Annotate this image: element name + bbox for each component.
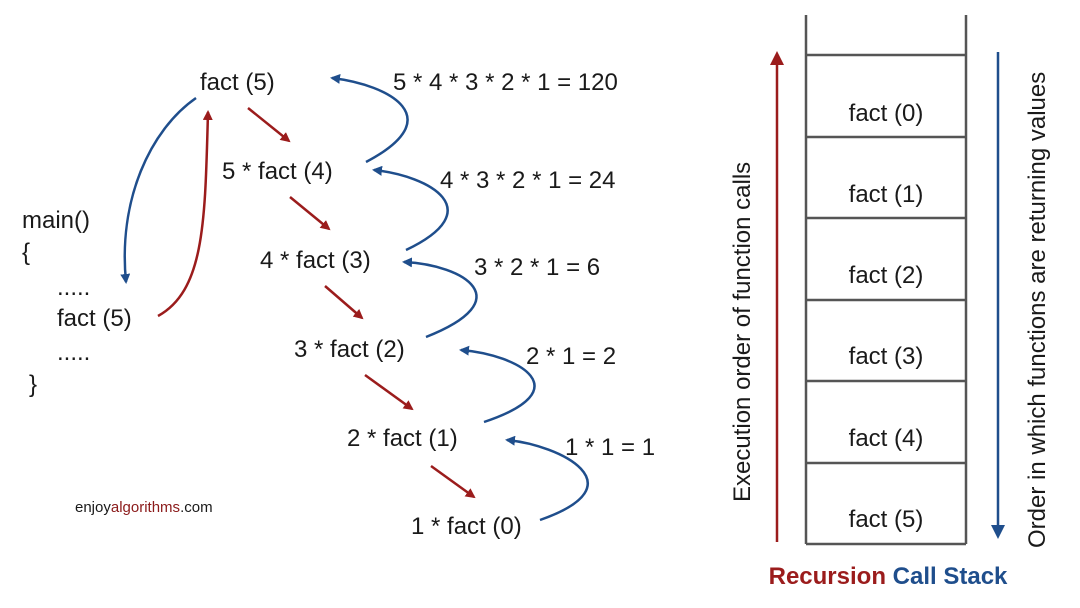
code-fact-call: fact (5) bbox=[57, 305, 132, 332]
return-values: 5 * 4 * 3 * 2 * 1 = 120 4 * 3 * 2 * 1 = … bbox=[393, 69, 655, 461]
return-arrow-1-to-2 bbox=[459, 345, 536, 424]
call-fact-3: 4 * fact (3) bbox=[260, 247, 371, 274]
call-chain: fact (5) 5 * fact (4) 4 * fact (3) 3 * f… bbox=[200, 69, 522, 540]
stack-frame-fact-3: fact (3) bbox=[849, 343, 924, 370]
return-arrow-3-to-4 bbox=[372, 165, 449, 252]
main-code-block: main() { ..... fact (5) ..... } bbox=[22, 207, 132, 398]
call-arrow-1-to-0 bbox=[430, 464, 476, 499]
watermark: enjoyalgorithms.com bbox=[75, 499, 213, 516]
watermark-highlight: algorithms bbox=[111, 499, 180, 516]
call-fact-4: 5 * fact (4) bbox=[222, 158, 333, 185]
return-value-120: 5 * 4 * 3 * 2 * 1 = 120 bbox=[393, 69, 618, 96]
main-return-arrow bbox=[120, 96, 197, 284]
main-call-arrow bbox=[157, 110, 213, 318]
stack-frame-fact-4: fact (4) bbox=[849, 425, 924, 452]
code-close-brace: } bbox=[29, 371, 37, 398]
stack-frame-fact-2: fact (2) bbox=[849, 262, 924, 289]
code-ellipsis-top: ..... bbox=[57, 274, 90, 301]
code-ellipsis-bottom: ..... bbox=[57, 339, 90, 366]
code-open-brace: { bbox=[22, 239, 30, 266]
return-arrow-2-to-3 bbox=[402, 257, 478, 339]
return-arrows bbox=[330, 73, 589, 522]
call-arrow-5-to-4 bbox=[247, 107, 291, 143]
call-arrow-2-to-1 bbox=[364, 373, 414, 411]
call-fact-2: 3 * fact (2) bbox=[294, 336, 405, 363]
return-value-1: 1 * 1 = 1 bbox=[565, 434, 655, 461]
stack-frame-fact-0: fact (0) bbox=[849, 100, 924, 127]
return-arrow-4-to-5 bbox=[330, 73, 409, 164]
stack-title: Recursion Call Stack bbox=[769, 563, 1008, 590]
execution-order-label: Execution order of function calls bbox=[729, 162, 756, 502]
return-value-2: 2 * 1 = 2 bbox=[526, 343, 616, 370]
return-value-6: 3 * 2 * 1 = 6 bbox=[474, 254, 600, 281]
call-stack bbox=[804, 15, 968, 546]
stack-frame-fact-5: fact (5) bbox=[849, 506, 924, 533]
return-order-label: Order in which functions are returning v… bbox=[1024, 72, 1051, 548]
watermark-suffix: .com bbox=[180, 499, 213, 516]
watermark-prefix: enjoy bbox=[75, 499, 111, 516]
stack-frames: fact (0) fact (1) fact (2) fact (3) fact… bbox=[849, 100, 924, 533]
return-arrow-0-to-1 bbox=[505, 435, 589, 522]
stack-title-call-stack: Call Stack bbox=[893, 563, 1008, 590]
call-fact-1: 2 * fact (1) bbox=[347, 425, 458, 452]
call-fact-5: fact (5) bbox=[200, 69, 275, 96]
call-arrows bbox=[247, 107, 476, 499]
call-fact-0: 1 * fact (0) bbox=[411, 513, 522, 540]
stack-frame-fact-1: fact (1) bbox=[849, 181, 924, 208]
call-arrow-3-to-2 bbox=[324, 285, 364, 320]
stack-title-recursion: Recursion bbox=[769, 563, 886, 590]
call-arrow-4-to-3 bbox=[289, 196, 331, 231]
return-value-24: 4 * 3 * 2 * 1 = 24 bbox=[440, 167, 615, 194]
code-main-signature: main() bbox=[22, 207, 90, 234]
